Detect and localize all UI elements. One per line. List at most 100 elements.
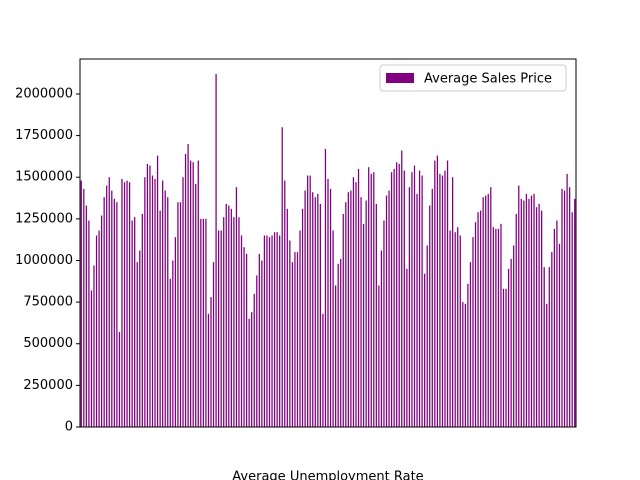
bar bbox=[500, 223, 502, 427]
bar bbox=[95, 235, 98, 427]
bar bbox=[434, 160, 436, 428]
bar bbox=[373, 172, 375, 427]
bar bbox=[113, 198, 115, 427]
bar bbox=[251, 312, 253, 427]
bar bbox=[169, 278, 171, 427]
bar bbox=[184, 153, 187, 427]
bar bbox=[357, 168, 360, 427]
bar bbox=[179, 202, 182, 427]
bar bbox=[123, 182, 126, 427]
bar bbox=[182, 177, 184, 427]
bar bbox=[375, 203, 377, 427]
bar bbox=[225, 203, 227, 427]
bar bbox=[528, 198, 530, 427]
bar bbox=[378, 285, 380, 427]
bar bbox=[131, 220, 133, 427]
bar bbox=[151, 175, 154, 427]
bar bbox=[418, 170, 421, 427]
y-tick-label: 1000000 bbox=[15, 253, 73, 268]
bar bbox=[223, 217, 225, 427]
legend-frame bbox=[379, 64, 567, 92]
bar bbox=[126, 180, 128, 427]
bar bbox=[258, 253, 260, 427]
bar bbox=[347, 192, 349, 427]
y-tick-label: 0 bbox=[65, 420, 73, 435]
bar bbox=[505, 288, 507, 427]
bar bbox=[497, 228, 500, 427]
bar bbox=[467, 283, 469, 427]
bar bbox=[368, 167, 370, 427]
x-axis-label: Average Unemployment Rate bbox=[232, 470, 423, 480]
bar bbox=[116, 202, 118, 427]
bar bbox=[546, 303, 548, 427]
bar bbox=[520, 198, 522, 427]
bar bbox=[103, 197, 105, 427]
bar bbox=[411, 172, 413, 427]
bar bbox=[569, 187, 571, 427]
bar bbox=[88, 220, 90, 427]
bar bbox=[495, 228, 497, 427]
bar bbox=[426, 245, 428, 427]
bar bbox=[462, 302, 464, 427]
bar bbox=[482, 197, 484, 427]
bar bbox=[90, 290, 93, 427]
bar bbox=[324, 148, 327, 427]
y-tick-label: 1250000 bbox=[15, 211, 73, 226]
bar bbox=[566, 173, 568, 427]
bar bbox=[507, 268, 510, 427]
bar bbox=[340, 258, 342, 427]
bar bbox=[429, 205, 431, 427]
bar bbox=[156, 155, 159, 427]
bar bbox=[238, 217, 240, 427]
bar bbox=[421, 175, 423, 427]
bar bbox=[301, 208, 304, 427]
bar bbox=[515, 213, 517, 427]
bar bbox=[479, 210, 482, 427]
bar bbox=[487, 193, 489, 427]
bar bbox=[248, 318, 250, 427]
bar bbox=[304, 190, 306, 427]
bar bbox=[149, 165, 151, 427]
bar bbox=[85, 205, 87, 427]
bar bbox=[80, 180, 82, 427]
bar bbox=[355, 182, 357, 427]
bar bbox=[108, 177, 110, 427]
bar bbox=[449, 230, 451, 427]
bar bbox=[408, 187, 411, 427]
bar bbox=[296, 252, 299, 427]
bar bbox=[312, 192, 314, 427]
bar bbox=[121, 178, 123, 427]
y-tick-label: 1500000 bbox=[15, 170, 73, 185]
legend-label: Average Sales Price bbox=[424, 72, 552, 87]
bar bbox=[154, 178, 156, 427]
bar bbox=[197, 160, 199, 428]
bar bbox=[207, 313, 210, 427]
bar bbox=[518, 185, 520, 427]
bar bbox=[322, 313, 324, 427]
bar bbox=[134, 217, 136, 427]
bar bbox=[571, 212, 573, 427]
bar bbox=[530, 195, 533, 427]
bar bbox=[220, 230, 222, 427]
bar bbox=[513, 245, 515, 427]
bar bbox=[490, 187, 492, 427]
bar bbox=[380, 250, 383, 427]
bar bbox=[454, 232, 456, 427]
bar bbox=[276, 232, 278, 427]
bar bbox=[548, 267, 550, 427]
bar bbox=[469, 262, 472, 427]
bar bbox=[446, 160, 449, 428]
bar bbox=[266, 235, 268, 427]
bar bbox=[93, 265, 95, 427]
bar bbox=[327, 178, 329, 427]
bar bbox=[431, 188, 433, 427]
bar bbox=[261, 260, 263, 427]
bar bbox=[235, 187, 238, 427]
bar bbox=[294, 252, 296, 427]
bar bbox=[485, 195, 487, 427]
bar bbox=[205, 218, 207, 427]
bar bbox=[118, 332, 121, 427]
bar bbox=[243, 247, 245, 427]
y-tick-label: 1750000 bbox=[15, 128, 73, 143]
